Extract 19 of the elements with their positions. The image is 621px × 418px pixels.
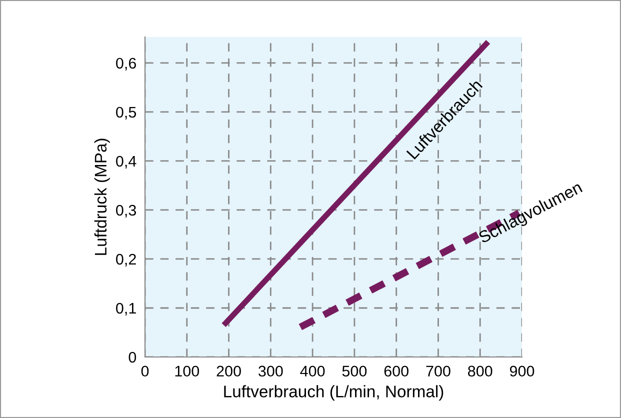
x-tick-label: 900 bbox=[510, 366, 534, 377]
x-tick-label: 200 bbox=[216, 366, 241, 377]
x-tick-label: 100 bbox=[175, 366, 200, 377]
y-tick-label: 0,2 bbox=[116, 254, 136, 266]
y-tick-label: 0,6 bbox=[116, 58, 136, 70]
y-tick-label: 0 bbox=[128, 352, 136, 363]
x-tick-label: 400 bbox=[300, 366, 325, 377]
x-axis-title: Luftverbrauch (L/min, Normal) bbox=[224, 385, 444, 401]
y-axis-title: Luftdruck (MPa) bbox=[94, 138, 110, 255]
y-tick-label: 0,4 bbox=[116, 156, 136, 168]
x-tick-label: 600 bbox=[384, 366, 408, 377]
y-tick-label: 0,1 bbox=[116, 302, 136, 316]
x-tick-label: 800 bbox=[468, 366, 492, 377]
x-tick-label: 0 bbox=[141, 366, 149, 377]
y-tick-label: 0,3 bbox=[116, 204, 136, 218]
x-tick-label: 300 bbox=[258, 366, 283, 377]
x-tick-label: 700 bbox=[426, 366, 450, 377]
x-tick-label: 500 bbox=[342, 366, 367, 377]
y-tick-label: 0,5 bbox=[116, 106, 136, 120]
